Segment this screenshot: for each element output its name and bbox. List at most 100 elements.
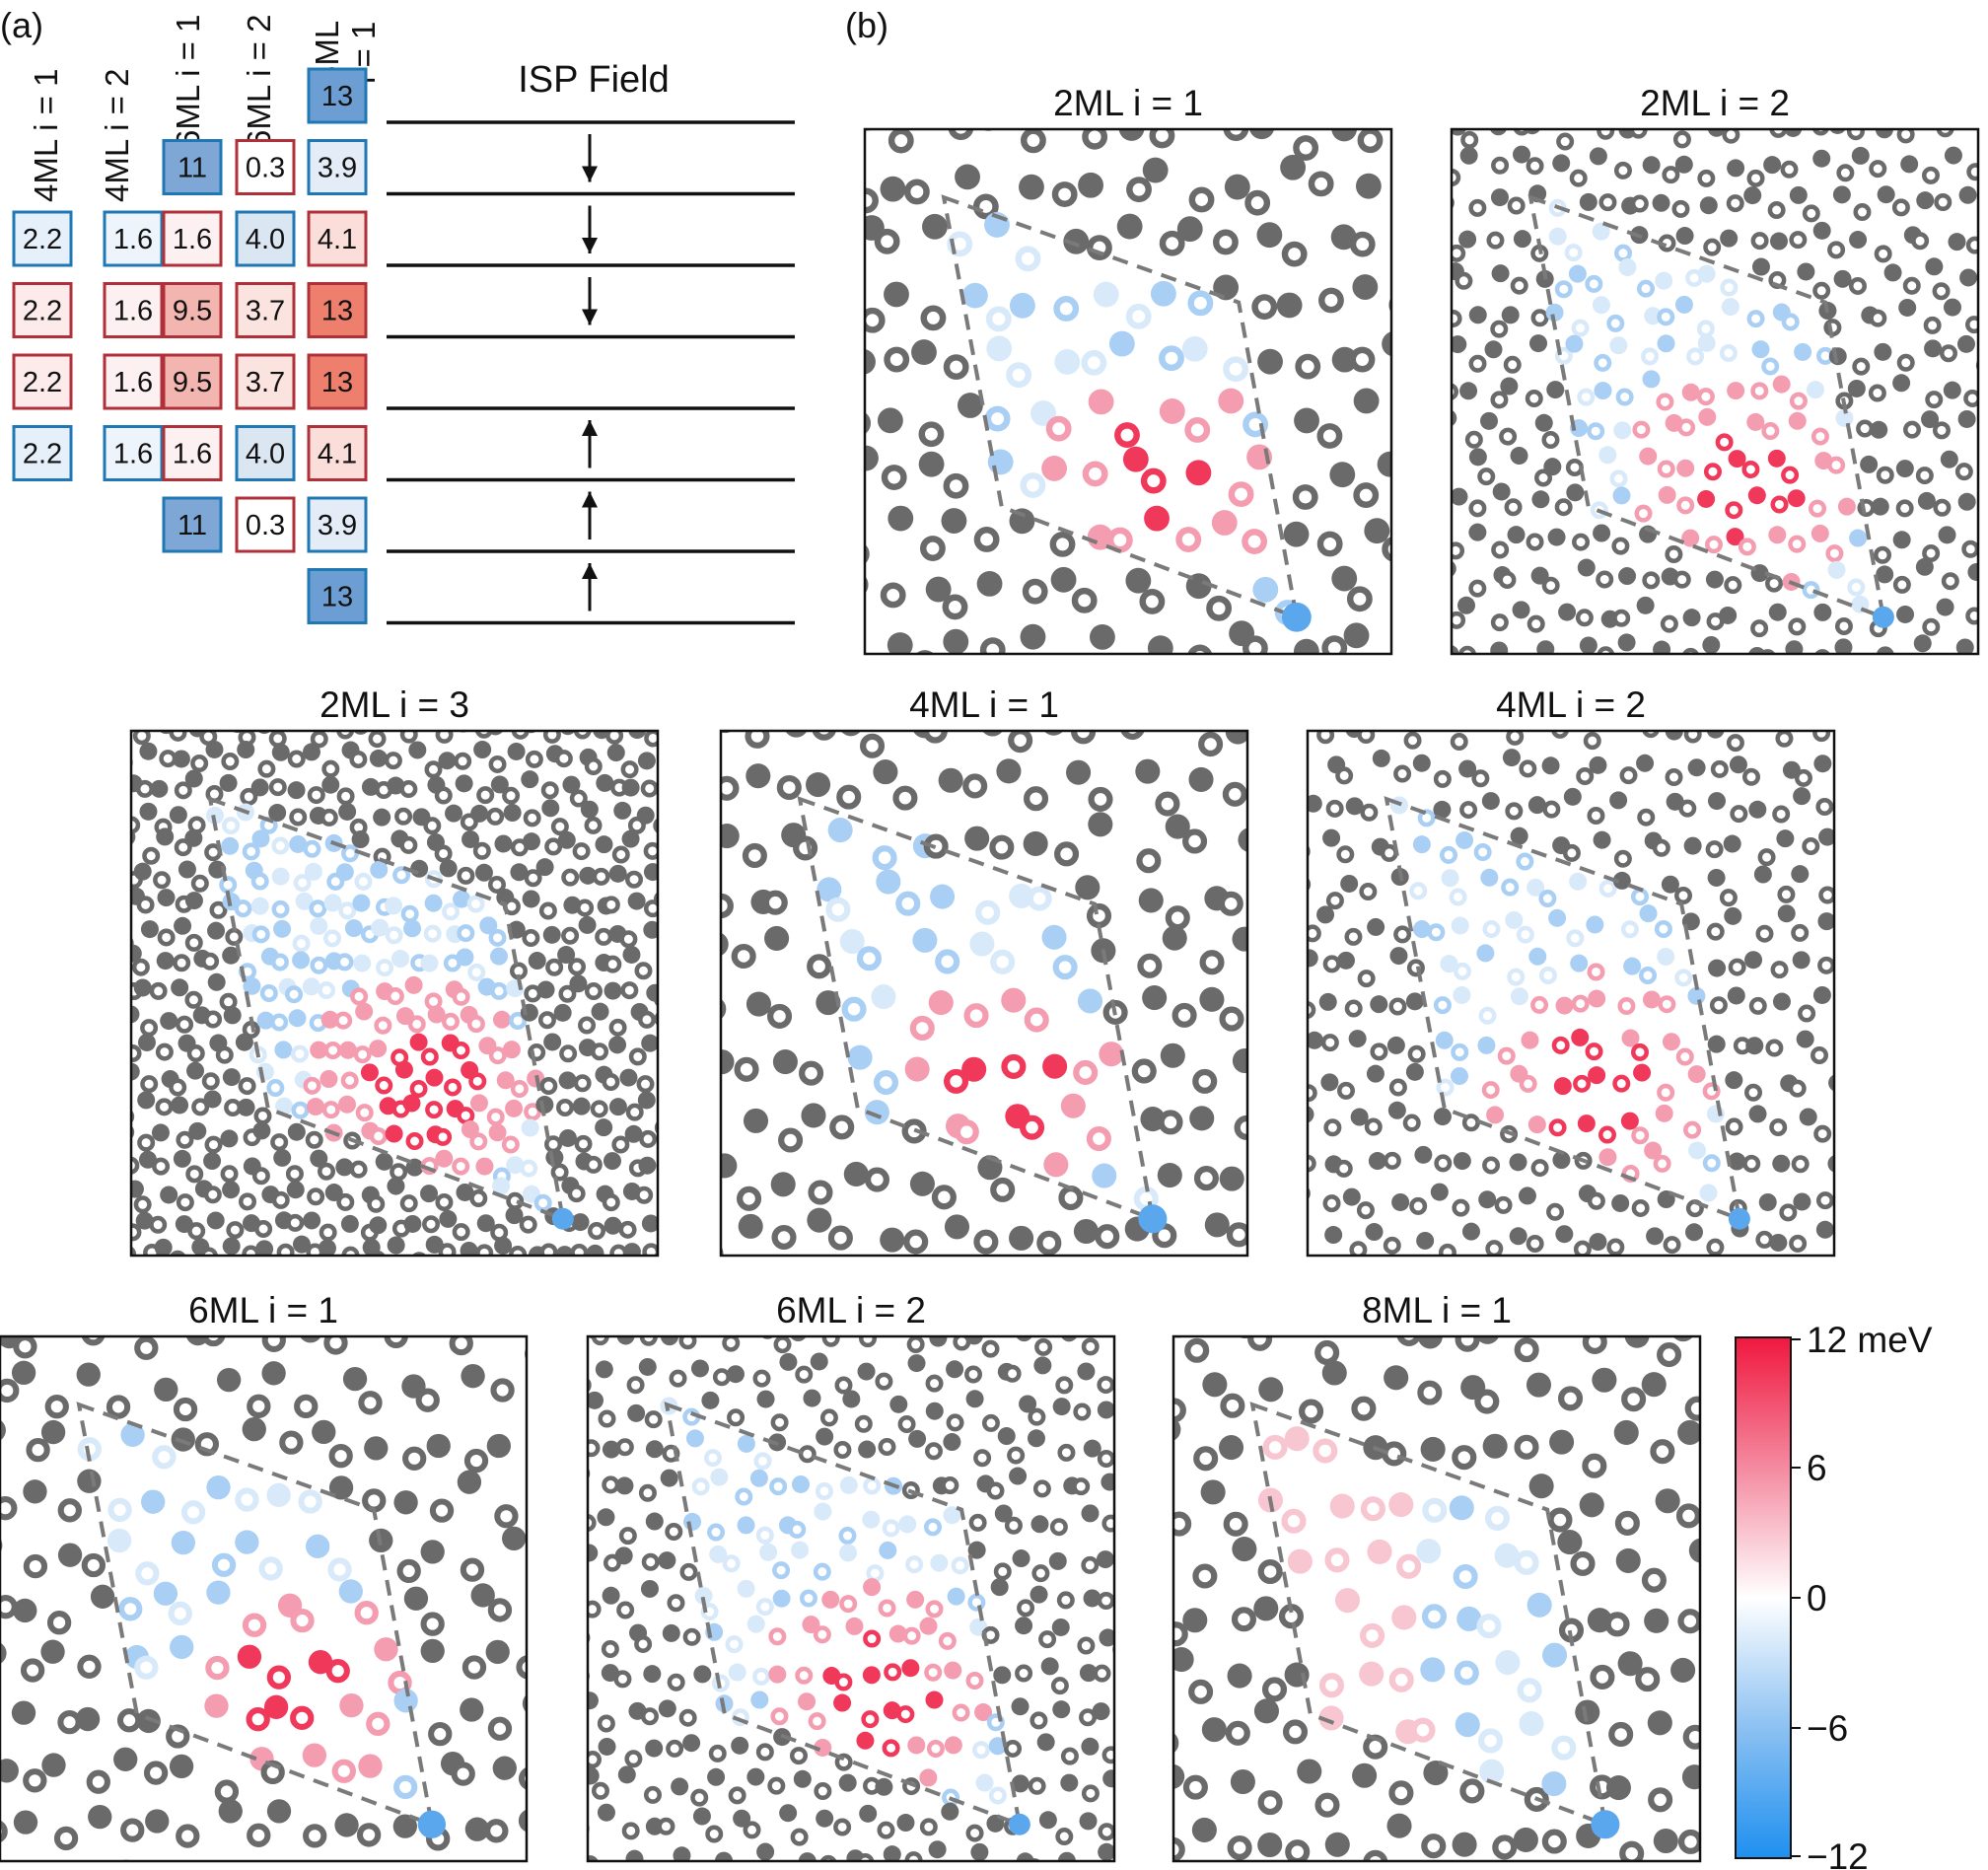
atom-filled (1294, 407, 1319, 434)
atom-filled (1687, 1065, 1706, 1084)
atom-filled (1188, 766, 1214, 792)
atom-filled (360, 1063, 379, 1082)
atom-filled (1440, 709, 1457, 727)
atom-filled (1441, 869, 1459, 888)
atom-hollow (105, 1013, 118, 1027)
atom-filled (307, 1098, 325, 1116)
atom-hollow (1269, 1115, 1283, 1128)
atom-filled (13, 1810, 38, 1834)
atom-filled (653, 892, 658, 907)
atom-filled (1360, 678, 1378, 695)
atom-hollow (1921, 698, 1935, 712)
atom-filled (1331, 346, 1358, 373)
atom-hollow (389, 1279, 402, 1293)
atom-hollow (1621, 1387, 1647, 1412)
atom-hollow (1802, 204, 1820, 223)
atom-filled (1428, 277, 1454, 303)
atom-filled (671, 1777, 689, 1796)
atom-hollow (856, 946, 882, 971)
atom-hollow (1038, 1630, 1057, 1649)
atom-filled (13, 1598, 37, 1623)
atom-hollow (1934, 193, 1952, 212)
atom-hollow (201, 952, 220, 971)
atom-hollow (1519, 1074, 1537, 1093)
atom-filled (1405, 1062, 1424, 1081)
atom-hollow (1587, 1191, 1605, 1210)
atom-filled (1079, 1812, 1098, 1831)
atom-hollow (441, 1012, 460, 1031)
atom-filled (188, 1121, 207, 1140)
atom-filled (733, 1809, 751, 1828)
atom-filled (1510, 987, 1528, 1006)
atom-filled (522, 832, 540, 851)
atom-hollow (390, 1163, 408, 1182)
atom-hollow (727, 1408, 746, 1427)
atom-hollow (362, 1488, 387, 1513)
atom-hollow (915, 650, 935, 654)
atom-filled (510, 863, 529, 882)
atom-filled (859, 1804, 878, 1823)
atom-filled (645, 1440, 664, 1459)
atom-filled (1555, 1225, 1574, 1244)
atom-filled (1368, 1152, 1386, 1171)
atom-hollow (215, 1045, 234, 1064)
atom-filled (1419, 46, 1445, 72)
atom-hollow (502, 786, 521, 805)
atom-hollow (376, 959, 394, 977)
atom-filled (1794, 342, 1812, 361)
atom-filled (1526, 1372, 1552, 1398)
atom-filled (1706, 731, 1725, 739)
atom-hollow (1427, 923, 1446, 942)
atom-hollow (905, 1555, 924, 1574)
atom-hollow (1388, 997, 1407, 1016)
atom-hollow (525, 750, 543, 768)
atom-filled (1041, 1286, 1059, 1304)
atom-hollow (1131, 1058, 1157, 1084)
atom-filled (1772, 992, 1791, 1011)
atom-filled (731, 1736, 749, 1755)
atom-filled (856, 1731, 875, 1750)
atom-hollow (152, 1445, 177, 1470)
atom-hollow (367, 1194, 386, 1213)
atom-filled (1575, 1699, 1600, 1725)
atom-hollow (1696, 388, 1715, 406)
atom-hollow (399, 1194, 418, 1213)
atom-hollow (1478, 1728, 1504, 1754)
atom-filled (816, 990, 841, 1016)
atom-hollow (1726, 194, 1744, 213)
atom-hollow (258, 1556, 283, 1581)
atom-filled (1160, 1043, 1185, 1068)
atom-hollow (463, 1448, 489, 1474)
atom-filled (1419, 308, 1437, 325)
atom-hollow (1359, 883, 1378, 901)
atom-hollow (334, 1011, 353, 1030)
atom-filled (1789, 185, 1808, 204)
atom-filled (645, 1739, 664, 1758)
atom-filled (1433, 800, 1452, 819)
atom-filled (1027, 1429, 1045, 1448)
atom-hollow (678, 1015, 692, 1029)
atom-hollow (795, 1365, 814, 1384)
atom-filled (637, 752, 656, 770)
col-header-4ml-i2: 4ML i = 2 (99, 69, 135, 202)
atom-filled (84, 781, 102, 799)
atom-hollow (707, 1523, 726, 1542)
atom-filled (1138, 1259, 1163, 1283)
atom-filled (273, 919, 292, 938)
atom-hollow (634, 962, 653, 980)
atom-hollow (1517, 1678, 1542, 1703)
atom-hollow (157, 928, 176, 947)
atom-filled (943, 1506, 961, 1525)
atom-hollow (1780, 160, 1799, 179)
atom-hollow (57, 1709, 82, 1735)
atom-hollow (103, 1076, 116, 1090)
atom-filled (387, 1236, 405, 1255)
atom-hollow (1434, 1154, 1453, 1173)
atom-hollow (859, 1336, 878, 1348)
atom-hollow (562, 1725, 580, 1743)
value-label: 11 (178, 510, 207, 541)
atom-hollow (1052, 1295, 1066, 1309)
atom-filled (1685, 683, 1703, 701)
atom-filled (922, 213, 948, 240)
atom-hollow (1587, 422, 1605, 441)
